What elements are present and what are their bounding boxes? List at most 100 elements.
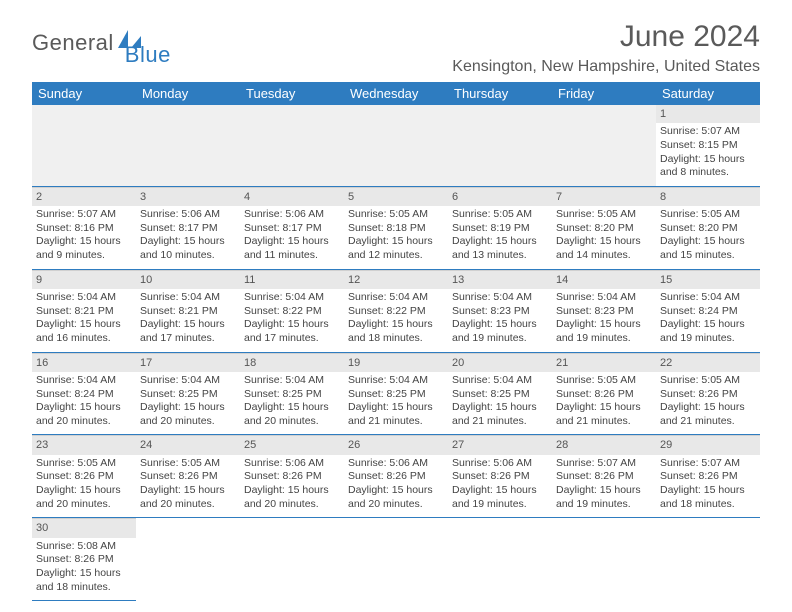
sunrise-text: Sunrise: 5:04 AM — [36, 374, 132, 388]
daylight-text-2: and 19 minutes. — [660, 332, 756, 346]
day-number: 17 — [136, 353, 240, 372]
sunrise-text: Sunrise: 5:04 AM — [348, 374, 444, 388]
day-number: 4 — [240, 187, 344, 206]
calendar-day-cell: 17 Sunrise: 5:04 AMSunset: 8:25 PMDayligh… — [136, 352, 240, 435]
day-content: Sunrise: 5:04 AMSunset: 8:21 PMDaylight:… — [32, 289, 136, 352]
calendar-empty-cell — [32, 105, 136, 186]
sunset-text: Sunset: 8:26 PM — [452, 470, 548, 484]
day-content: Sunrise: 5:04 AMSunset: 8:25 PMDaylight:… — [240, 372, 344, 435]
sunset-text: Sunset: 8:23 PM — [556, 305, 652, 319]
daylight-text-2: and 13 minutes. — [452, 249, 548, 263]
daylight-text-2: and 20 minutes. — [140, 498, 236, 512]
daylight-text-2: and 10 minutes. — [140, 249, 236, 263]
day-number: 11 — [240, 270, 344, 289]
calendar-day-cell: 11Sunrise: 5:04 AMSunset: 8:22 PMDayligh… — [240, 269, 344, 352]
daylight-text-2: and 19 minutes. — [556, 332, 652, 346]
calendar-day-cell: 10Sunrise: 5:04 AMSunset: 8:21 PMDayligh… — [136, 269, 240, 352]
sunrise-text: Sunrise: 5:04 AM — [348, 291, 444, 305]
daylight-text-1: Daylight: 15 hours — [36, 401, 132, 415]
day-number: 3 — [136, 187, 240, 206]
daylight-text-2: and 18 minutes. — [348, 332, 444, 346]
calendar-day-cell: 30Sunrise: 5:08 AMSunset: 8:26 PMDayligh… — [32, 518, 136, 601]
daylight-text-1: Daylight: 15 hours — [140, 401, 236, 415]
daylight-text-2: and 19 minutes. — [556, 498, 652, 512]
day-number: 1 — [656, 105, 760, 123]
sunset-text: Sunset: 8:25 PM — [140, 388, 236, 402]
calendar-day-cell: 6Sunrise: 5:05 AMSunset: 8:19 PMDaylight… — [448, 186, 552, 269]
calendar-day-cell: 2Sunrise: 5:07 AMSunset: 8:16 PMDaylight… — [32, 186, 136, 269]
sunrise-text: Sunrise: 5:04 AM — [452, 374, 548, 388]
day-content: Sunrise: 5:06 AMSunset: 8:17 PMDaylight:… — [240, 206, 344, 269]
sunrise-text: Sunrise: 5:05 AM — [140, 457, 236, 471]
sunset-text: Sunset: 8:26 PM — [660, 470, 756, 484]
sunrise-text: Sunrise: 5:05 AM — [556, 374, 652, 388]
calendar-week-row: 30Sunrise: 5:08 AMSunset: 8:26 PMDayligh… — [32, 518, 760, 601]
sunset-text: Sunset: 8:21 PM — [36, 305, 132, 319]
day-content: Sunrise: 5:04 AMSunset: 8:23 PMDaylight:… — [552, 289, 656, 352]
weekday-header: Thursday — [448, 82, 552, 105]
daylight-text-2: and 20 minutes. — [140, 415, 236, 429]
daylight-text-1: Daylight: 15 hours — [36, 484, 132, 498]
calendar-empty-cell — [136, 105, 240, 186]
day-content: Sunrise: 5:06 AMSunset: 8:26 PMDaylight:… — [240, 455, 344, 518]
logo: General Blue — [32, 30, 171, 56]
calendar-empty-cell — [240, 105, 344, 186]
daylight-text-1: Daylight: 15 hours — [36, 235, 132, 249]
calendar-week-row: 9Sunrise: 5:04 AMSunset: 8:21 PMDaylight… — [32, 269, 760, 352]
day-number: 20 — [448, 353, 552, 372]
day-number: 26 — [344, 435, 448, 454]
day-content: Sunrise: 5:07 AMSunset: 8:26 PMDaylight:… — [656, 455, 760, 518]
daylight-text-2: and 21 minutes. — [452, 415, 548, 429]
calendar-day-cell: 9Sunrise: 5:04 AMSunset: 8:21 PMDaylight… — [32, 269, 136, 352]
weekday-header: Tuesday — [240, 82, 344, 105]
sunrise-text: Sunrise: 5:05 AM — [556, 208, 652, 222]
day-content: Sunrise: 5:04 AMSunset: 8:22 PMDaylight:… — [344, 289, 448, 352]
sunrise-text: Sunrise: 5:07 AM — [36, 208, 132, 222]
day-content: Sunrise: 5:04 AMSunset: 8:21 PMDaylight:… — [136, 289, 240, 352]
day-number: 27 — [448, 435, 552, 454]
sunset-text: Sunset: 8:23 PM — [452, 305, 548, 319]
daylight-text-2: and 17 minutes. — [244, 332, 340, 346]
calendar-day-cell: 18Sunrise: 5:04 AMSunset: 8:25 PMDayligh… — [240, 352, 344, 435]
calendar-day-cell: 12Sunrise: 5:04 AMSunset: 8:22 PMDayligh… — [344, 269, 448, 352]
day-content: Sunrise: 5:07 AMSunset: 8:26 PMDaylight:… — [552, 455, 656, 518]
sunrise-text: Sunrise: 5:04 AM — [140, 374, 236, 388]
calendar-day-cell: 22Sunrise: 5:05 AMSunset: 8:26 PMDayligh… — [656, 352, 760, 435]
sunset-text: Sunset: 8:20 PM — [556, 222, 652, 236]
day-number: 24 — [136, 435, 240, 454]
daylight-text-2: and 20 minutes. — [244, 498, 340, 512]
location: Kensington, New Hampshire, United States — [452, 58, 760, 76]
daylight-text-1: Daylight: 15 hours — [348, 318, 444, 332]
day-number: 8 — [656, 187, 760, 206]
calendar-empty-cell — [552, 105, 656, 186]
daylight-text-2: and 19 minutes. — [452, 498, 548, 512]
sunrise-text: Sunrise: 5:05 AM — [36, 457, 132, 471]
daylight-text-2: and 8 minutes. — [660, 166, 756, 180]
day-number: 22 — [656, 353, 760, 372]
calendar-day-cell: 13Sunrise: 5:04 AMSunset: 8:23 PMDayligh… — [448, 269, 552, 352]
daylight-text-1: Daylight: 15 hours — [244, 235, 340, 249]
sunset-text: Sunset: 8:20 PM — [660, 222, 756, 236]
daylight-text-1: Daylight: 15 hours — [660, 235, 756, 249]
calendar-week-row: 2Sunrise: 5:07 AMSunset: 8:16 PMDaylight… — [32, 186, 760, 269]
sunset-text: Sunset: 8:26 PM — [348, 470, 444, 484]
calendar-day-cell: 14Sunrise: 5:04 AMSunset: 8:23 PMDayligh… — [552, 269, 656, 352]
day-number: 18 — [240, 353, 344, 372]
sunset-text: Sunset: 8:18 PM — [348, 222, 444, 236]
daylight-text-1: Daylight: 15 hours — [244, 401, 340, 415]
sunrise-text: Sunrise: 5:06 AM — [348, 457, 444, 471]
sunset-text: Sunset: 8:19 PM — [452, 222, 548, 236]
day-number: 15 — [656, 270, 760, 289]
daylight-text-1: Daylight: 15 hours — [660, 318, 756, 332]
daylight-text-2: and 21 minutes. — [348, 415, 444, 429]
calendar-day-cell: 29Sunrise: 5:07 AMSunset: 8:26 PMDayligh… — [656, 435, 760, 518]
daylight-text-1: Daylight: 15 hours — [452, 401, 548, 415]
sunset-text: Sunset: 8:24 PM — [36, 388, 132, 402]
calendar-empty-cell — [344, 518, 448, 601]
calendar-day-cell: 7Sunrise: 5:05 AMSunset: 8:20 PMDaylight… — [552, 186, 656, 269]
sunset-text: Sunset: 8:22 PM — [348, 305, 444, 319]
daylight-text-1: Daylight: 15 hours — [660, 401, 756, 415]
sunrise-text: Sunrise: 5:07 AM — [660, 125, 756, 139]
calendar-day-cell: 20Sunrise: 5:04 AMSunset: 8:25 PMDayligh… — [448, 352, 552, 435]
calendar-day-cell: 26Sunrise: 5:06 AMSunset: 8:26 PMDayligh… — [344, 435, 448, 518]
